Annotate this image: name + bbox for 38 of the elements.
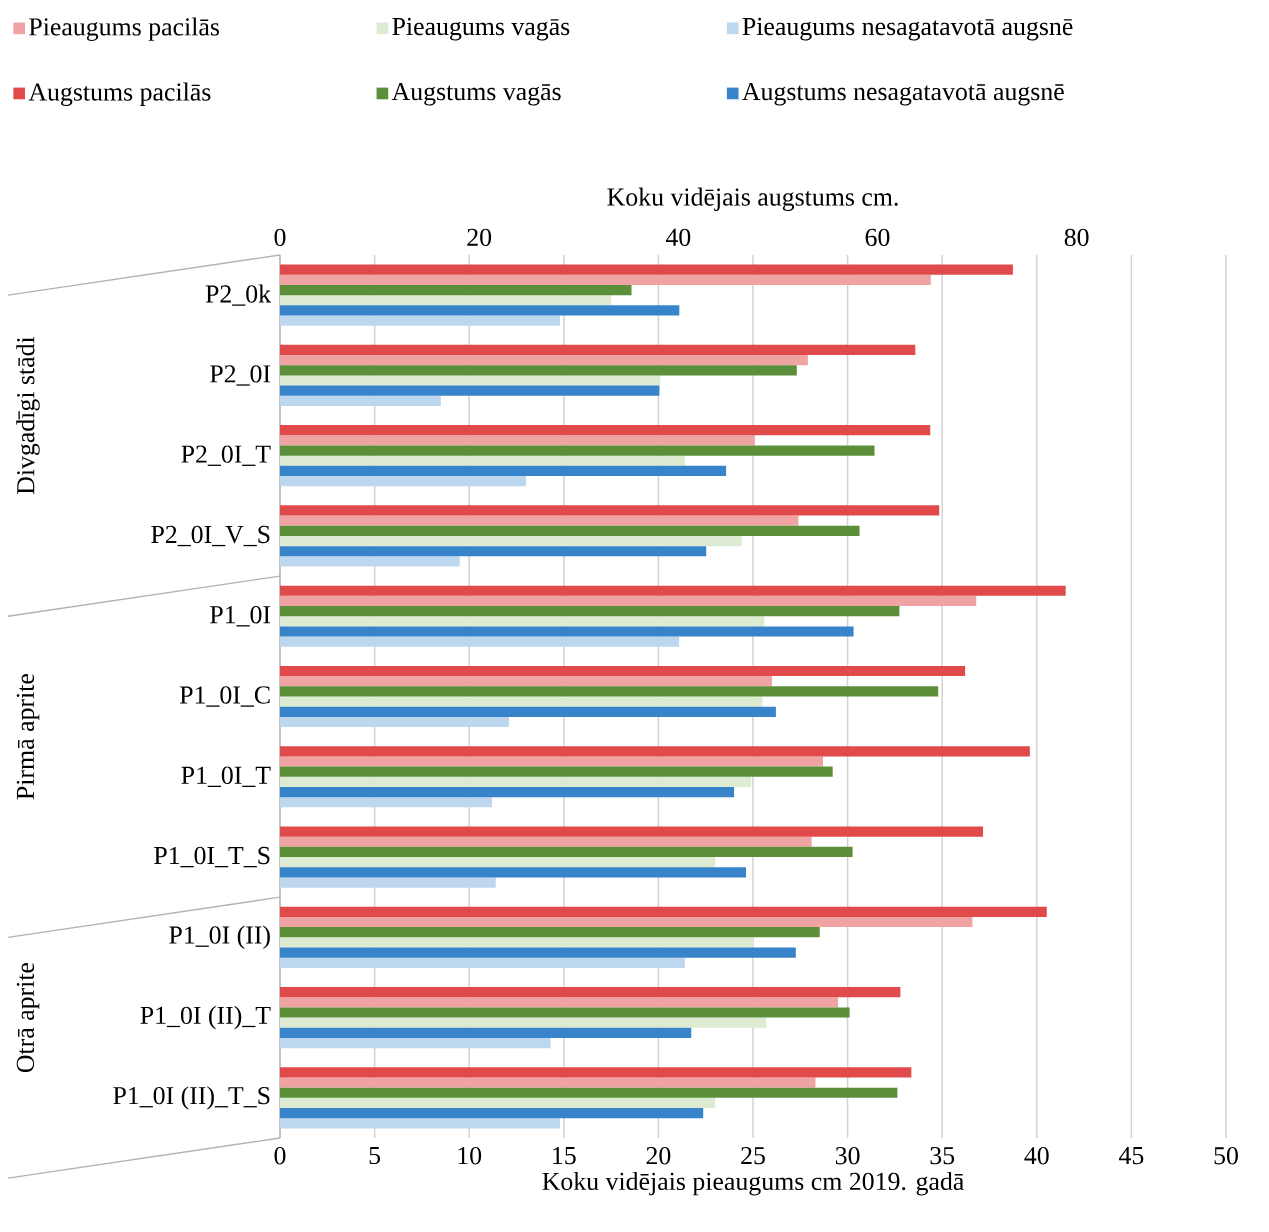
- x-tick-label: 30: [835, 1146, 860, 1165]
- y-tick-label: P2_0I_V_S: [151, 525, 270, 547]
- y-tick-label: P1_0I (II)_T_S: [113, 1086, 270, 1110]
- y-tick-label: P1_0I_T_S: [154, 846, 270, 868]
- x-tick-label: 20: [646, 1146, 671, 1165]
- y-tick-label: P1_0I_C: [179, 686, 270, 707]
- y-tick-label: P1_0I (II): [169, 925, 270, 950]
- y-tick-label: P2_0k: [205, 284, 272, 306]
- legend-label: Pieaugums vagās: [392, 17, 570, 41]
- x-tick-label: 50: [1214, 1146, 1238, 1165]
- legend-label: Augstums nesagatavotā augsnē: [742, 82, 1064, 106]
- legend-label: Pieaugums nesagatavotā augsnē: [742, 17, 1073, 41]
- y-tick-label: P1_0I_T: [181, 766, 271, 788]
- x2-tick-label: 60: [865, 228, 890, 247]
- text: Pirmā aprite: [16, 674, 40, 800]
- x2-tick-label: 20: [467, 228, 492, 247]
- legend-label: Augstums pacilās: [28, 82, 211, 107]
- x-tick-label: 25: [741, 1146, 765, 1165]
- x-tick-label: 0: [274, 1146, 286, 1165]
- legend-label: Pieaugums pacilās: [29, 17, 220, 41]
- x2-tick-label: 40: [665, 228, 691, 247]
- x-tick-label: 40: [1024, 1146, 1049, 1165]
- x-tick-label: 10: [458, 1146, 482, 1165]
- text: Otrā aprite: [16, 962, 40, 1073]
- x-tick-label: 35: [930, 1146, 955, 1165]
- x2-tick-label: 0: [274, 228, 286, 247]
- text: Divgadīgi stādi: [16, 336, 40, 495]
- x2-axis-title: Koku vidējais augstums cm.: [607, 187, 898, 212]
- y-tick-label: P1_0I (II)_T: [140, 1005, 271, 1030]
- y-tick-label: P1_0I: [210, 605, 271, 627]
- x2-tick-label: 80: [1064, 228, 1089, 247]
- x-tick-label: 5: [369, 1146, 381, 1165]
- x-tick-label: 15: [553, 1146, 576, 1165]
- y-tick-label: P2_0I_T: [181, 445, 271, 466]
- x-axis-title: Koku vidējais pieaugums cm 2019. gadā: [542, 1171, 964, 1196]
- x-tick-label: 45: [1118, 1146, 1144, 1165]
- legend-label: Augstums vagās: [391, 82, 561, 106]
- y-tick-label: P2_0I: [210, 365, 271, 386]
